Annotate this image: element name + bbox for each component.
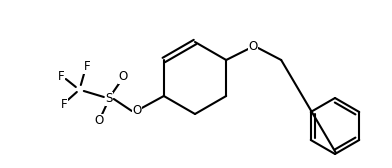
Text: O: O (249, 39, 258, 52)
Text: F: F (60, 97, 67, 111)
Text: O: O (94, 115, 103, 128)
Text: F: F (83, 60, 90, 74)
Text: S: S (105, 93, 113, 106)
Text: O: O (132, 104, 142, 117)
Text: F: F (58, 71, 64, 83)
Text: O: O (118, 71, 127, 83)
